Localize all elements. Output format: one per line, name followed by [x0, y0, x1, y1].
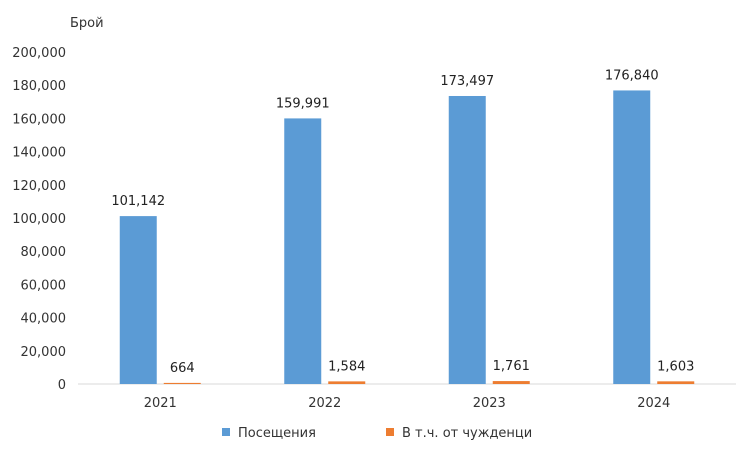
legend-swatch [222, 428, 230, 436]
y-tick-label: 40,000 [21, 312, 67, 327]
y-tick-label: 100,000 [12, 212, 66, 227]
data-label: 159,991 [276, 96, 330, 111]
legend-label: В т.ч. от чужденци [402, 426, 532, 441]
bar-visits [119, 216, 157, 384]
bar-visits [284, 118, 322, 384]
y-tick-label: 120,000 [12, 179, 66, 194]
bar-visits [448, 95, 486, 384]
y-tick-label: 160,000 [12, 112, 66, 127]
x-tick-label: 2024 [637, 396, 670, 411]
bar-foreigners [657, 381, 695, 384]
data-label: 173,497 [440, 74, 494, 89]
data-labels: 101,142 664 159,991 1,584 173,497 1,761 176,84… [111, 68, 694, 375]
legend-swatch [386, 428, 394, 436]
data-label: 101,142 [111, 194, 165, 209]
y-tick-label: 20,000 [21, 345, 67, 360]
x-tick-label: 2023 [473, 396, 506, 411]
bar-foreigners [328, 381, 366, 384]
data-label: 664 [170, 361, 195, 376]
y-tick-label: 0 [58, 378, 66, 393]
y-tick-label: 80,000 [21, 245, 67, 260]
x-axis-ticks: 2021 2022 2023 2024 [144, 396, 671, 411]
legend: Посещения В т.ч. от чужденци [222, 426, 532, 441]
x-tick-label: 2021 [144, 396, 177, 411]
y-tick-label: 180,000 [12, 79, 66, 94]
y-tick-label: 140,000 [12, 146, 66, 161]
y-axis-unit-label: Брой [70, 16, 104, 31]
bar-foreigners [492, 381, 530, 384]
data-label: 1,584 [328, 359, 365, 374]
bar-visits [613, 90, 651, 384]
data-label: 1,761 [493, 359, 530, 374]
y-tick-label: 200,000 [12, 46, 66, 61]
bar-series [119, 90, 695, 384]
x-tick-label: 2022 [308, 396, 341, 411]
y-tick-label: 60,000 [21, 278, 67, 293]
bar-foreigners [163, 382, 201, 384]
y-axis-ticks: 0 20,000 40,000 60,000 80,000 100,000 120,000 1… [12, 46, 66, 393]
data-label: 176,840 [605, 68, 659, 83]
legend-label: Посещения [238, 426, 316, 441]
data-label: 1,603 [657, 359, 694, 374]
